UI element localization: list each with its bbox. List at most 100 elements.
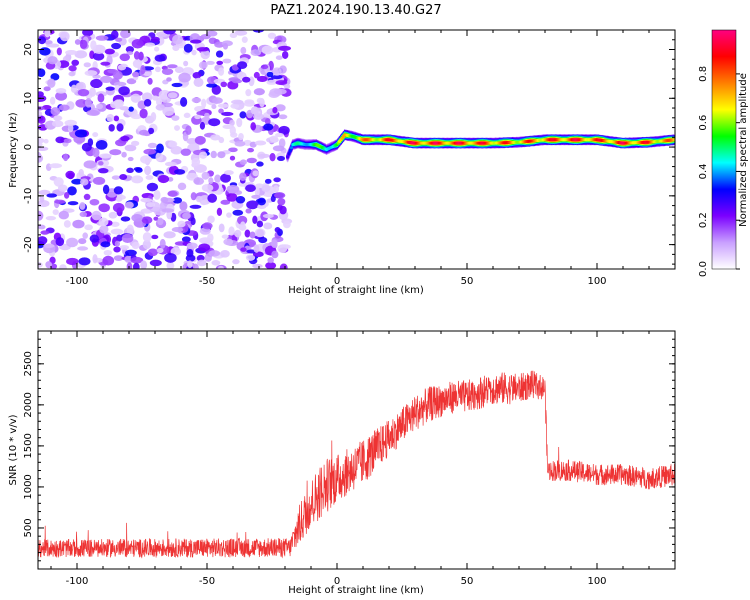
noise-blob <box>97 93 105 103</box>
noise-blob <box>79 211 88 217</box>
noise-blob <box>84 70 98 77</box>
noise-blob <box>257 197 266 206</box>
noise-blob <box>272 67 282 76</box>
noise-blob <box>143 98 152 107</box>
noise-blob <box>130 113 142 120</box>
noise-blob <box>43 86 51 92</box>
noise-blob <box>92 254 98 264</box>
noise-blob <box>156 143 164 154</box>
noise-blob <box>119 53 130 62</box>
noise-blob <box>210 150 217 159</box>
noise-blob <box>98 161 104 166</box>
x-tick-label: 100 <box>587 576 606 587</box>
noise-blob <box>230 132 238 138</box>
ridge-cell <box>286 155 290 159</box>
noise-blob <box>172 34 183 45</box>
noise-blob <box>153 216 159 221</box>
noise-blob <box>222 124 234 129</box>
noise-blob <box>220 199 231 205</box>
colorbar-tick-label: 0.0 <box>698 261 709 277</box>
y-tick-label: 2000 <box>23 392 34 417</box>
noise-blob <box>98 168 109 174</box>
noise-blob <box>66 237 79 248</box>
noise-blob <box>159 238 166 249</box>
noise-blob <box>250 49 262 56</box>
noise-blob <box>220 173 231 183</box>
noise-blob <box>113 115 120 122</box>
noise-blob <box>119 174 128 181</box>
noise-blob <box>112 202 125 213</box>
noise-blob <box>133 262 140 269</box>
noise-blob <box>166 261 175 269</box>
noise-blob <box>113 255 124 262</box>
noise-blob <box>148 127 155 135</box>
noise-blob <box>239 111 247 119</box>
noise-blob <box>224 170 234 176</box>
noise-blob <box>170 145 183 155</box>
noise-blob <box>89 87 96 97</box>
noise-blob <box>78 257 91 266</box>
noise-blob <box>114 240 120 247</box>
noise-blob <box>124 201 134 209</box>
noise-blob <box>283 84 291 89</box>
noise-blob <box>245 184 256 192</box>
noise-blob <box>163 231 176 239</box>
noise-blob <box>191 97 202 103</box>
noise-blob <box>214 174 222 183</box>
noise-blob <box>145 175 154 180</box>
noise-blob <box>196 259 207 267</box>
noise-blob <box>281 50 289 59</box>
noise-blob <box>155 104 165 111</box>
noise-blob <box>210 134 221 141</box>
noise-blob <box>132 59 143 68</box>
noise-blob <box>217 265 224 269</box>
noise-blob <box>198 61 208 69</box>
noise-blob <box>161 208 175 213</box>
noise-blob <box>199 121 206 130</box>
noise-blob <box>140 155 152 164</box>
noise-blob <box>50 107 61 116</box>
noise-blob <box>98 217 109 227</box>
noise-blob <box>157 217 164 226</box>
noise-blob <box>160 196 169 203</box>
noise-blob <box>164 252 177 263</box>
noise-blob <box>211 104 217 110</box>
noise-blob <box>231 79 243 84</box>
noise-blob <box>81 142 92 152</box>
noise-blob <box>180 148 192 156</box>
noise-blob <box>74 50 88 59</box>
y-tick-label: -10 <box>23 188 34 204</box>
noise-blob <box>235 196 246 204</box>
noise-blob <box>192 72 202 79</box>
noise-blob <box>208 250 221 257</box>
noise-blob <box>254 186 260 197</box>
noise-blob <box>234 30 248 36</box>
noise-blob <box>256 75 268 82</box>
noise-blob <box>262 213 274 219</box>
noise-blob <box>140 64 146 75</box>
noise-blob <box>92 176 106 185</box>
noise-blob <box>86 109 100 116</box>
noise-blob <box>167 64 178 69</box>
noise-blob <box>84 98 92 108</box>
x-tick-label: 0 <box>334 276 340 287</box>
noise-blob <box>218 67 225 76</box>
noise-blob <box>272 145 285 152</box>
noise-blob <box>178 72 191 83</box>
noise-blob <box>63 192 70 199</box>
noise-blob <box>228 147 238 153</box>
noise-blob <box>253 113 265 120</box>
noise-blob <box>194 114 201 120</box>
noise-blob <box>91 210 102 221</box>
noise-blob <box>185 254 196 262</box>
noise-blob <box>113 246 121 253</box>
noise-blob <box>68 65 77 72</box>
noise-blob <box>130 256 144 264</box>
noise-blob <box>263 123 274 131</box>
noise-blob <box>191 157 201 167</box>
spectrogram-y-label: Frequency (Hz) <box>8 112 19 188</box>
noise-blob <box>246 200 259 210</box>
snr-y-ticks: 500 1000 1500 2000 2500 <box>23 330 675 570</box>
snr-x-label: Height of straight line (km) <box>288 585 424 596</box>
noise-blob <box>156 247 164 254</box>
